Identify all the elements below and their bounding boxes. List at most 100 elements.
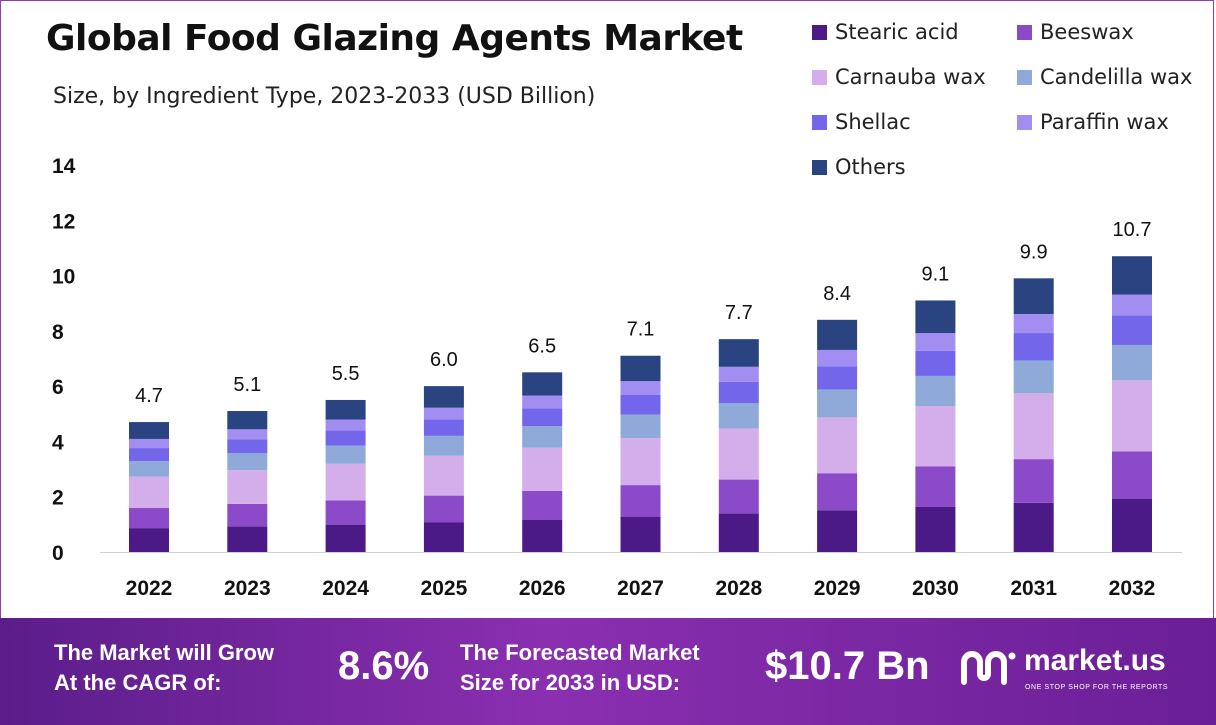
bar-segment: [129, 528, 169, 552]
bar-segment: [325, 445, 366, 464]
bar-segment: [718, 479, 759, 514]
legend-item: Shellac: [812, 110, 911, 134]
x-tick-label: 2026: [519, 577, 566, 600]
cagr-label: The Market will Grow At the CAGR of:: [54, 638, 274, 698]
x-tick-label: 2031: [1010, 577, 1057, 600]
bar-segment: [522, 447, 563, 491]
bar-segment: [718, 366, 759, 382]
legend-label: Others: [835, 155, 906, 179]
bar-segment: [227, 470, 268, 504]
cagr-label-line-1: The Market will Grow: [54, 640, 275, 665]
bar-segment: [1013, 360, 1054, 394]
cagr-label-line-2: At the CAGR of:: [54, 670, 222, 695]
legend-label: Beeswax: [1040, 20, 1134, 44]
x-tick-label: 2028: [715, 577, 762, 600]
bar-segment: [1112, 451, 1152, 499]
bar-segment: [1013, 393, 1054, 460]
bar-segment: [1013, 333, 1054, 361]
bar-segment: [423, 386, 464, 408]
y-tick-label: 12: [52, 210, 75, 233]
y-tick-label: 4: [52, 431, 64, 454]
y-tick-label: 6: [52, 376, 64, 399]
x-tick-label: 2023: [224, 577, 271, 600]
bar-segment: [915, 333, 956, 351]
legend-swatch: [812, 159, 827, 175]
brand-tagline: ONE STOP SHOP FOR THE REPORTS: [1025, 684, 1169, 691]
chart-legend: Stearic acid Beeswax Carnauba wax Candelill…: [812, 20, 1212, 190]
bar-total-label: 4.7: [135, 385, 163, 407]
bar-segment: [915, 406, 956, 467]
bar-segment: [325, 463, 366, 501]
chart-frame: [0, 0, 1214, 618]
bar-segment: [620, 516, 661, 552]
bar-segment: [1112, 344, 1152, 381]
bar-segment: [325, 524, 366, 552]
bar-segment: [129, 476, 169, 508]
legend-item: Stearic acid: [812, 20, 959, 44]
cagr-value: 8.6%: [338, 644, 430, 688]
legend-label: Candelilla wax: [1040, 65, 1193, 89]
bar-segment: [227, 503, 268, 527]
stacked-bar-chart: 0 2 4 6 8 10 12 14 4.7 2022 5.1 2023 5.5 2024 6.0 2025 6…: [52, 155, 1182, 600]
bar-segment: [325, 419, 366, 431]
x-tick-label: 2032: [1109, 577, 1156, 600]
bar-segment: [620, 381, 661, 395]
brand-name: market.us: [1024, 644, 1166, 677]
bar-total-label: 5.5: [332, 363, 360, 385]
bar-total-label: 7.7: [725, 302, 753, 324]
bar-segment: [620, 394, 661, 415]
bar-total-label: 9.1: [921, 263, 949, 285]
legend-label: Shellac: [835, 110, 911, 134]
bar-segment: [718, 381, 759, 404]
forecast-label-line-1: The Forecasted Market: [460, 640, 700, 665]
y-tick-label: 8: [52, 321, 64, 344]
bar-segment: [817, 510, 858, 552]
x-tick-label: 2024: [322, 577, 369, 600]
bar-segment: [817, 417, 858, 474]
bar-segment: [1112, 498, 1152, 552]
bar-segment: [423, 407, 464, 420]
legend-item: Candelilla wax: [1017, 65, 1192, 89]
forecast-label: The Forecasted Market Size for 2033 in U…: [460, 638, 700, 698]
bar-segment: [1013, 313, 1054, 334]
bar-segment: [1112, 380, 1152, 452]
bar-segment: [129, 507, 169, 529]
bar-segment: [817, 473, 858, 511]
bar-segment: [1112, 256, 1152, 295]
bar-segment: [522, 408, 563, 427]
bar-segment: [915, 300, 956, 334]
bar-segment: [620, 355, 661, 382]
bar-segment: [129, 422, 169, 439]
bar-segment: [423, 455, 464, 496]
bar-segment: [620, 414, 661, 439]
bar-total-label: 6.0: [430, 349, 458, 371]
bar-segment: [817, 319, 858, 350]
bar-total-label: 7.1: [627, 319, 655, 341]
bar-segment: [423, 419, 464, 436]
bar-segment: [227, 453, 268, 471]
bar-segment: [915, 350, 956, 376]
bar-segment: [423, 435, 464, 456]
bar-segment: [718, 339, 759, 367]
y-tick-label: 0: [52, 542, 64, 565]
bar-segment: [915, 375, 956, 407]
bar-segment: [522, 426, 563, 448]
legend-item: Others: [812, 155, 906, 179]
bar-segment: [817, 366, 858, 390]
bar-segment: [1013, 502, 1054, 552]
legend-label: Stearic acid: [835, 20, 959, 44]
bar-segment: [129, 448, 169, 462]
forecast-label-line-2: Size for 2033 in USD:: [460, 670, 681, 695]
bar-segment: [423, 495, 464, 523]
legend-swatch: [1017, 24, 1032, 40]
market-us-logo-icon: [961, 651, 1016, 685]
bar-segment: [227, 429, 268, 440]
bar-segment: [129, 438, 169, 449]
bar-segment: [718, 403, 759, 429]
x-tick-label: 2025: [421, 577, 468, 600]
bar-segment: [522, 490, 563, 520]
footer-banner: The Market will Grow At the CAGR of: 8.6…: [0, 618, 1216, 725]
bar-segment: [817, 349, 858, 367]
legend-item: Carnauba wax: [812, 65, 986, 89]
legend-swatch: [812, 24, 827, 40]
